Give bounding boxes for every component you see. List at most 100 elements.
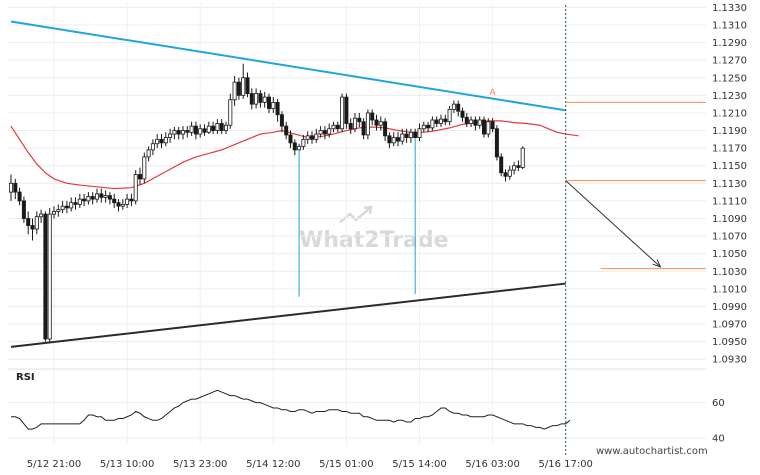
candle-body (241, 77, 246, 96)
candle (112, 193, 117, 208)
candle-body (262, 96, 267, 103)
candle-body (370, 112, 375, 121)
candle (21, 196, 26, 223)
candle (185, 126, 190, 138)
candle-body (494, 128, 499, 158)
candle-body (434, 119, 439, 124)
candle (17, 187, 22, 206)
candle-body (150, 143, 155, 151)
candle-body (284, 125, 289, 136)
candle (365, 109, 370, 140)
candle-body (249, 93, 254, 105)
candle (301, 134, 306, 150)
candle-body (34, 216, 39, 230)
candle (335, 121, 340, 133)
candle-body (395, 137, 400, 142)
candle-body (43, 213, 48, 340)
candle (133, 170, 138, 205)
candle-body (383, 121, 388, 137)
candle (400, 128, 405, 145)
candle (305, 131, 310, 144)
candle (77, 193, 82, 208)
candle-body (335, 124, 340, 130)
y-tick-label: 1.1230 (712, 91, 747, 102)
candle-body (168, 133, 173, 138)
y-tick-label: 1.1250 (712, 73, 747, 84)
candle-body (176, 130, 181, 135)
rsi-chart (11, 389, 571, 430)
candle (434, 116, 439, 128)
candle-body (348, 123, 353, 130)
candle (266, 93, 271, 113)
candle (391, 132, 396, 147)
candle-body (189, 125, 194, 133)
candle-body (357, 117, 362, 123)
candle (202, 124, 207, 136)
candle-body (301, 138, 306, 147)
candle (60, 200, 65, 214)
rsi-line (11, 389, 571, 430)
candle (254, 88, 259, 109)
support-line (10, 282, 566, 348)
candle (477, 116, 482, 129)
candle (43, 211, 48, 342)
candle-body (47, 213, 52, 340)
y-tick-label: 1.1310 (712, 20, 747, 31)
candle-body (443, 118, 448, 123)
candle (331, 121, 336, 133)
x-tick-label: 5/15 14:00 (392, 459, 446, 470)
candle (258, 90, 263, 108)
candle (499, 153, 504, 177)
candle-body (460, 110, 465, 118)
candle-body (232, 81, 237, 101)
candle (370, 109, 375, 126)
candle (26, 211, 31, 235)
candle (516, 160, 521, 171)
y-tick-label: 1.1090 (712, 214, 747, 225)
candle-body (142, 156, 147, 180)
candle (404, 128, 409, 143)
candle (159, 134, 164, 149)
candle (314, 128, 319, 143)
candle (107, 192, 112, 205)
candle (47, 207, 52, 342)
candle (34, 211, 39, 235)
candle-body (314, 133, 319, 140)
candle (507, 165, 512, 180)
candle-body (133, 174, 138, 202)
candle (172, 127, 177, 140)
candle-body (211, 125, 216, 131)
candle-body (288, 134, 293, 144)
candle (271, 97, 276, 113)
candle-body (137, 174, 142, 180)
candle (86, 192, 91, 205)
candle (223, 121, 228, 135)
candle-body (266, 96, 271, 109)
candle-body (365, 112, 370, 136)
candle (69, 197, 74, 212)
candle-body (374, 119, 379, 126)
projection-arrow-head (652, 259, 662, 268)
candle (155, 134, 160, 149)
candle (486, 118, 491, 138)
candle-body (125, 198, 130, 205)
candle (430, 116, 435, 131)
candle (318, 126, 323, 138)
watermark-text: What2Trade (299, 228, 449, 253)
candle-body (64, 205, 69, 209)
candle-body (129, 198, 134, 202)
candle-body (26, 218, 31, 226)
candle (387, 132, 392, 149)
candle-body (512, 165, 517, 171)
candle (228, 93, 233, 129)
candle-body (17, 191, 22, 202)
candle (464, 112, 469, 128)
candle (275, 98, 280, 122)
candle-body (82, 198, 87, 202)
candle (193, 121, 198, 140)
site-url: www.autochartist.com (596, 446, 708, 457)
candle (99, 188, 104, 203)
candle (142, 152, 147, 184)
y-tick-label: 1.1010 (712, 284, 747, 295)
resistance-line (10, 20, 566, 112)
